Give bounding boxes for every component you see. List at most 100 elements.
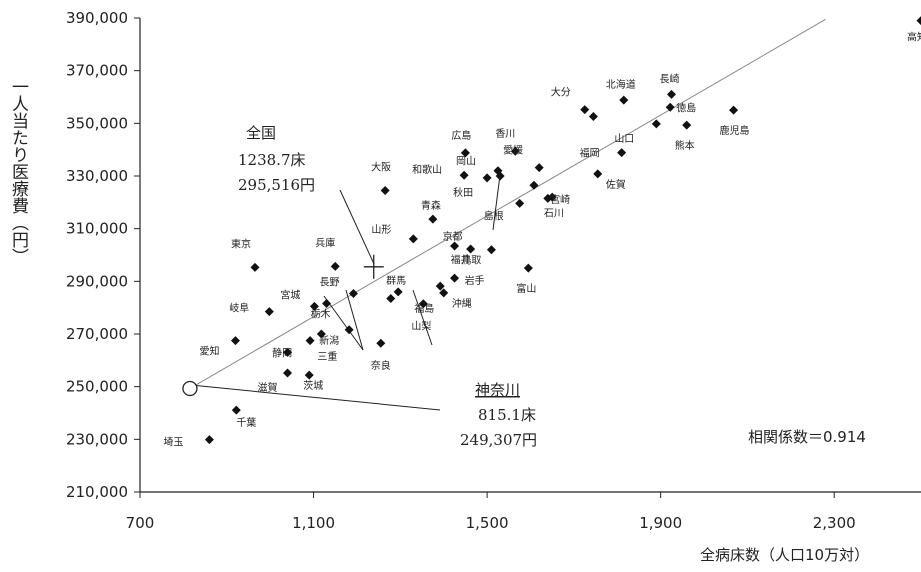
data-point bbox=[529, 181, 538, 190]
data-point bbox=[535, 163, 544, 172]
point-label: 茨城 bbox=[303, 379, 323, 392]
data-point bbox=[515, 199, 524, 208]
point-label: 広島 bbox=[451, 129, 471, 142]
data-point bbox=[428, 215, 437, 224]
point-label: 京都 bbox=[443, 230, 463, 243]
point-label: 熊本 bbox=[675, 139, 695, 152]
zenkoku-cost: 295,516円 bbox=[238, 176, 315, 194]
point-label: 高知 bbox=[907, 31, 921, 44]
data-point bbox=[524, 264, 533, 273]
x-tick-label: 700 bbox=[126, 514, 155, 532]
y-tick-label: 250,000 bbox=[66, 378, 128, 396]
data-point bbox=[466, 244, 475, 253]
point-label: 群馬 bbox=[386, 274, 406, 287]
y-tick-label: 290,000 bbox=[66, 272, 128, 290]
point-label: 愛媛 bbox=[503, 144, 523, 157]
point-label: 埼玉 bbox=[163, 436, 183, 449]
data-point bbox=[593, 169, 602, 178]
y-axis-label: 一人当たり医療費（円） bbox=[8, 78, 29, 265]
y-tick-label: 270,000 bbox=[66, 325, 128, 343]
x-axis-label: 全病床数（人口10万対） bbox=[700, 546, 869, 564]
data-point bbox=[386, 294, 395, 303]
leader-zenkoku bbox=[340, 190, 374, 264]
x-tick-label: 2,300 bbox=[813, 514, 856, 532]
point-label: 島根 bbox=[484, 209, 504, 222]
data-point bbox=[589, 112, 598, 121]
data-point bbox=[619, 96, 628, 105]
y-tick-label: 330,000 bbox=[66, 167, 128, 185]
point-label: 大阪 bbox=[371, 160, 391, 173]
x-tick-label: 1,100 bbox=[292, 514, 335, 532]
point-label: 秋田 bbox=[453, 186, 473, 199]
annotation-kanagawa: 神奈川 815.1床 249,307円 bbox=[460, 381, 537, 449]
point-label: 兵庫 bbox=[315, 236, 335, 249]
y-tick-label: 350,000 bbox=[66, 114, 128, 132]
data-point bbox=[617, 148, 626, 157]
kanagawa-circle bbox=[183, 381, 197, 395]
point-label: 栃木 bbox=[311, 307, 331, 320]
point-label: 岩手 bbox=[465, 274, 485, 287]
data-point bbox=[483, 173, 492, 182]
data-point bbox=[306, 336, 315, 345]
x-ticks: 700 1,100 1,500 1,900 2,300 bbox=[126, 492, 856, 532]
point-label: 石川 bbox=[544, 208, 564, 219]
annotation-markers bbox=[183, 255, 384, 396]
data-point bbox=[205, 435, 214, 444]
data-point bbox=[232, 406, 241, 415]
point-label: 鹿児島 bbox=[720, 124, 750, 137]
y-tick-label: 230,000 bbox=[66, 430, 128, 448]
data-point bbox=[322, 299, 331, 308]
point-label: 長野 bbox=[319, 276, 339, 288]
kanagawa-title: 神奈川 bbox=[475, 381, 520, 399]
annotation-leaders bbox=[191, 175, 500, 410]
point-label: 三重 bbox=[317, 350, 337, 363]
data-point bbox=[305, 371, 314, 380]
point-label: 富山 bbox=[516, 282, 536, 295]
point-label: 岐阜 bbox=[229, 302, 249, 315]
annotation-zenkoku: 全国 1238.7床 295,516円 bbox=[238, 124, 315, 194]
y-tick-label: 310,000 bbox=[66, 220, 128, 238]
data-point bbox=[580, 105, 589, 114]
point-label: 山口 bbox=[614, 133, 634, 145]
x-tick-label: 1,500 bbox=[466, 514, 509, 532]
point-label: 宮崎 bbox=[550, 193, 570, 206]
data-point bbox=[682, 121, 691, 130]
data-point bbox=[265, 307, 274, 316]
point-label: 北海道 bbox=[606, 78, 636, 91]
data-point bbox=[487, 245, 496, 254]
point-label: 佐賀 bbox=[606, 179, 626, 191]
point-label: 福井 bbox=[451, 253, 471, 266]
data-point bbox=[250, 263, 259, 272]
point-label: 山形 bbox=[371, 224, 391, 236]
leader-fukushima bbox=[413, 290, 432, 345]
point-label: 沖縄 bbox=[452, 297, 472, 310]
data-point bbox=[450, 274, 459, 283]
point-label: 長崎 bbox=[660, 72, 680, 85]
point-label: 愛知 bbox=[199, 345, 219, 358]
point-label: 青森 bbox=[421, 199, 441, 212]
correlation-label: 相関係数＝0.914 bbox=[748, 428, 866, 446]
data-point bbox=[376, 339, 385, 348]
trendline bbox=[190, 19, 826, 388]
point-label: 岡山 bbox=[456, 156, 476, 168]
zenkoku-title: 全国 bbox=[246, 124, 276, 142]
point-label: 奈良 bbox=[371, 359, 391, 372]
data-point bbox=[666, 103, 675, 112]
leader-nara bbox=[346, 290, 363, 350]
kanagawa-beds: 815.1床 bbox=[478, 406, 536, 424]
point-label: 滋賀 bbox=[258, 381, 278, 394]
point-label: 徳島 bbox=[676, 101, 696, 114]
point-label: 香川 bbox=[495, 128, 515, 140]
data-point bbox=[331, 262, 340, 271]
kanagawa-cost: 249,307円 bbox=[460, 431, 537, 449]
y-tick-label: 390,000 bbox=[66, 9, 128, 27]
y-tick-label: 210,000 bbox=[66, 483, 128, 501]
point-label: 山梨 bbox=[411, 320, 431, 333]
x-tick-label: 1,900 bbox=[639, 514, 682, 532]
y-tick-label: 370,000 bbox=[66, 62, 128, 80]
data-point bbox=[652, 119, 661, 128]
data-point bbox=[381, 186, 390, 195]
y-ticks: 210,000 230,000 250,000 270,000 290,000 310,0… bbox=[66, 9, 140, 501]
point-label: 宮城 bbox=[280, 288, 300, 301]
